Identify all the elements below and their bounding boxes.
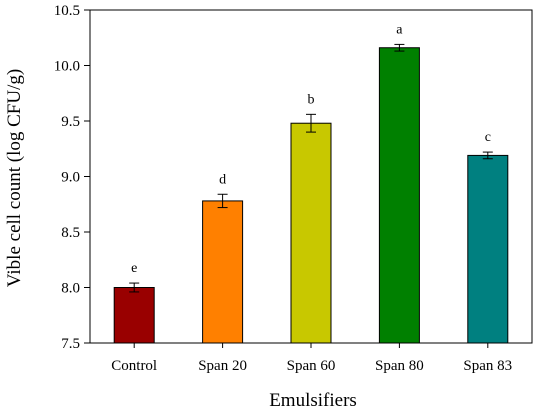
x-tick-label: Span 80	[375, 358, 424, 374]
significance-letter: e	[131, 261, 137, 276]
y-tick-label: 10.0	[54, 59, 80, 75]
significance-letter: a	[396, 22, 403, 37]
significance-letter: d	[219, 172, 226, 187]
y-axis-title: Vible cell count (log CFU/g)	[4, 69, 25, 287]
y-tick-label: 9.5	[61, 114, 80, 130]
x-axis-title: Emulsifiers	[269, 390, 357, 411]
y-tick-label: 8.0	[61, 281, 80, 297]
bar	[290, 122, 332, 344]
y-tick-label: 7.5	[61, 336, 80, 352]
x-tick-label: Control	[111, 358, 157, 374]
bar	[467, 154, 509, 344]
y-tick-label: 10.5	[54, 3, 80, 19]
bar	[378, 47, 420, 344]
significance-letter: c	[485, 130, 491, 145]
x-tick-label: Span 60	[287, 358, 336, 374]
x-tick-label: Span 83	[463, 358, 512, 374]
x-tick-label: Span 20	[198, 358, 247, 374]
plot-area: 7.5 8.0 8.5 9.0 9.5 10.0 10.5 e Control d Span 20 b…	[54, 3, 533, 374]
y-tick-label: 8.5	[61, 225, 80, 241]
significance-letter: b	[308, 92, 315, 107]
bar	[113, 287, 155, 344]
bar	[202, 200, 244, 344]
y-tick-label: 9.0	[61, 170, 80, 186]
